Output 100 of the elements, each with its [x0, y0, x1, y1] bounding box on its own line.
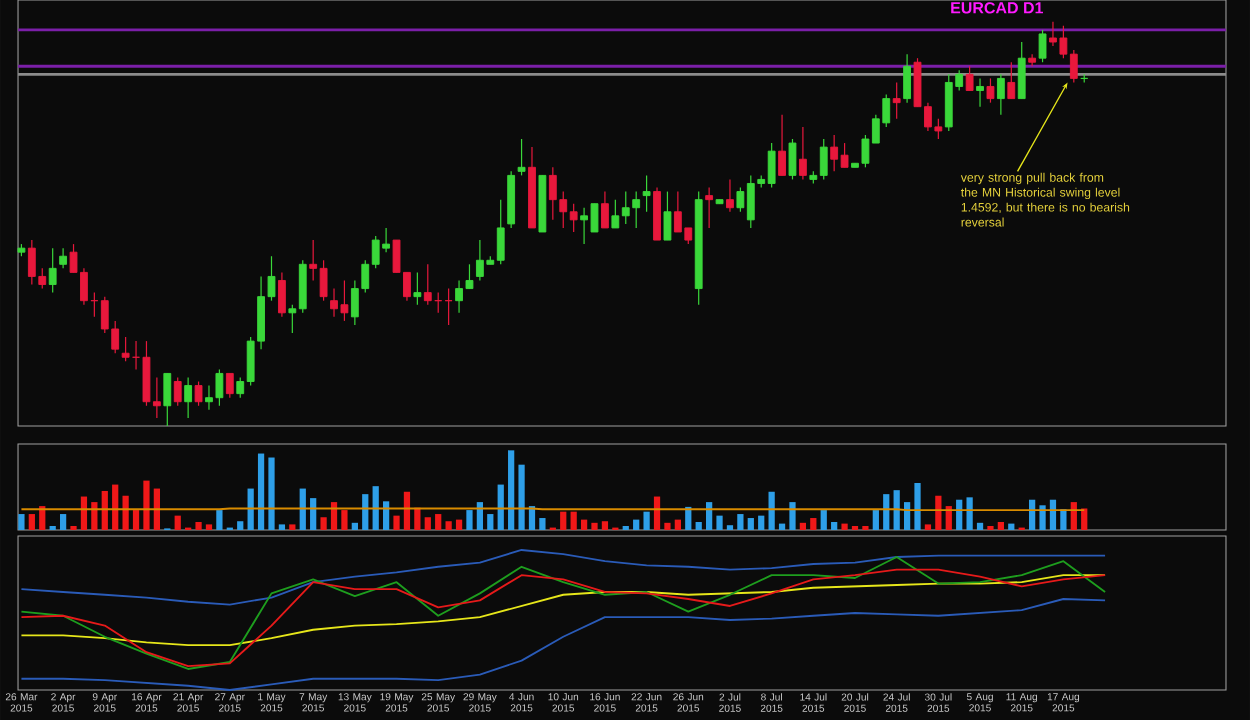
bar: [695, 522, 702, 530]
bar: [91, 502, 98, 530]
bar: [643, 511, 650, 530]
bar: [601, 521, 609, 530]
candlestick: [965, 65, 974, 92]
candlestick: [601, 190, 609, 229]
bar: [935, 495, 942, 530]
bar: [59, 514, 67, 530]
bar: [966, 497, 973, 530]
bar: [487, 514, 494, 530]
bar: [476, 502, 484, 530]
bar: [778, 523, 786, 530]
candlestick: [163, 372, 172, 427]
bar: [122, 495, 129, 530]
bar: [247, 488, 254, 530]
bar: [508, 450, 515, 530]
candlestick: [976, 77, 984, 108]
bar: [914, 482, 921, 530]
candlestick: [798, 126, 807, 181]
candlestick: [59, 247, 68, 269]
bar: [1060, 509, 1067, 530]
bar: [112, 484, 119, 530]
bar: [132, 510, 140, 530]
bar: [435, 514, 442, 530]
bar: [424, 517, 431, 530]
candlestick: [642, 174, 651, 213]
bar: [393, 515, 400, 530]
chart-title: EURCAD D1: [951, 2, 1043, 14]
candlestick: [173, 376, 182, 407]
candlestick: [726, 178, 734, 213]
bar: [205, 524, 213, 530]
bar: [758, 515, 765, 530]
bar: [570, 511, 577, 530]
bar: [362, 494, 369, 530]
bar: [789, 502, 796, 530]
bar: [924, 524, 932, 530]
bar: [810, 518, 817, 530]
bar: [539, 518, 546, 530]
candlestick: [413, 271, 422, 306]
candlestick: [48, 247, 57, 294]
bar: [580, 519, 588, 530]
bar: [455, 519, 463, 530]
bar: [716, 515, 723, 530]
bar: [1070, 502, 1077, 530]
bar: [674, 519, 681, 530]
bar: [768, 491, 775, 530]
bar: [466, 510, 473, 530]
bar: [278, 524, 286, 530]
bar: [414, 507, 421, 530]
candlestick: [1038, 29, 1047, 63]
bar: [101, 490, 108, 530]
bar: [1008, 523, 1015, 530]
bar: [737, 514, 744, 530]
bar: [341, 510, 348, 530]
candlestick: [705, 186, 714, 229]
candlestick: [1007, 61, 1016, 100]
candlestick: [1028, 53, 1037, 67]
candlestick: [903, 53, 911, 104]
bar: [1081, 508, 1088, 530]
bar: [310, 498, 317, 530]
bar: [216, 510, 223, 530]
bar: [330, 502, 338, 530]
candlestick: [1017, 41, 1026, 100]
bar: [518, 464, 525, 530]
bar: [268, 457, 275, 530]
bar: [28, 514, 35, 530]
bar: [903, 502, 911, 530]
bar: [237, 521, 244, 530]
bar: [299, 488, 306, 530]
bar: [351, 522, 358, 530]
candlestick: [663, 190, 672, 241]
bar: [976, 522, 984, 530]
bar: [633, 519, 640, 530]
bar: [841, 523, 848, 530]
candlestick: [278, 271, 286, 318]
bar: [706, 502, 713, 530]
bar: [1039, 505, 1046, 530]
bar: [997, 522, 1004, 530]
candlestick: [892, 81, 901, 120]
candlestick: [194, 380, 203, 407]
bar: [143, 480, 150, 530]
bar: [372, 486, 379, 530]
bar: [747, 518, 754, 530]
candlestick: [788, 138, 797, 181]
bar: [591, 522, 598, 530]
bar: [820, 510, 827, 530]
bar: [872, 510, 879, 530]
bar: [153, 488, 160, 530]
candlestick: [517, 138, 526, 176]
candlestick: [225, 372, 234, 399]
bar: [560, 511, 567, 530]
bar: [528, 506, 536, 530]
candlestick: [996, 73, 1005, 116]
bar: [403, 491, 411, 530]
bar: [883, 494, 890, 530]
bar: [320, 517, 327, 530]
bar: [289, 524, 296, 530]
bar: [382, 501, 390, 530]
bar: [18, 514, 25, 530]
candlestick: [778, 114, 786, 176]
